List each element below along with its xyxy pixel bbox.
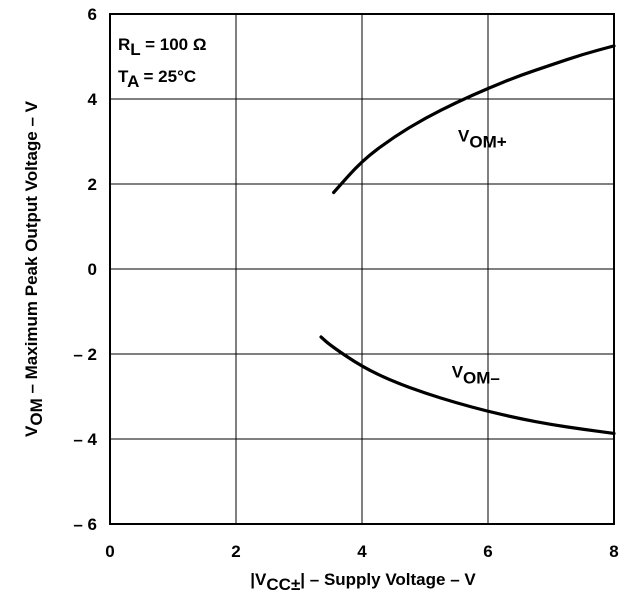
y-tick-label: – 6 <box>73 515 97 534</box>
y-tick-label: 2 <box>88 175 97 194</box>
y-axis-label-suffix: – Maximum Peak Output Voltage – V <box>22 100 41 398</box>
y-axis-label-prefix: V <box>22 425 41 437</box>
y-tick-label: 6 <box>88 5 97 24</box>
series-label: VOM– <box>452 362 500 387</box>
x-tick-label: 8 <box>609 542 618 561</box>
x-tick-label: 6 <box>483 542 492 561</box>
plot-frame <box>109 13 615 525</box>
y-tick-label: 0 <box>88 260 97 279</box>
x-axis-label-prefix: |V <box>250 570 267 589</box>
series-label: VOM+ <box>458 127 507 152</box>
x-axis-label: |VCC±| – Supply Voltage – V <box>250 570 476 594</box>
x-tick-labels: 0 2 4 6 8 <box>105 542 618 561</box>
conditions-annotation: RL = 100 Ω TA = 25°C <box>118 35 206 91</box>
x-tick-label: 2 <box>231 542 240 561</box>
grid <box>110 14 614 524</box>
series-group: VOM+ VOM– <box>319 44 616 436</box>
series-line-vom-minus <box>319 335 616 436</box>
series-line-vom-plus <box>332 44 616 195</box>
x-axis-label-sub: CC± <box>266 575 300 594</box>
x-tick-label: 0 <box>105 542 114 561</box>
y-tick-label: 4 <box>88 90 98 109</box>
condition-label: RL = 100 Ω <box>118 35 206 59</box>
condition-label: TA = 25°C <box>118 67 196 91</box>
y-axis-label: VOM – Maximum Peak Output Voltage – V <box>22 100 46 437</box>
y-axis-label-sub: OM <box>27 398 46 425</box>
y-tick-labels: 6 4 2 0 – 2 – 4 – 6 <box>73 5 97 534</box>
x-axis-label-suffix: | – Supply Voltage – V <box>300 570 476 589</box>
y-tick-label: – 2 <box>73 345 97 364</box>
x-tick-label: 4 <box>357 542 367 561</box>
y-tick-label: – 4 <box>73 430 97 449</box>
